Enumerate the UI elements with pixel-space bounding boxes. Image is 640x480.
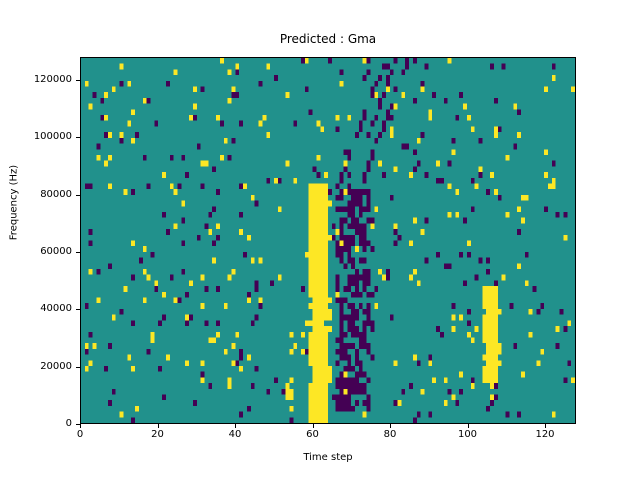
- y-tick-mark: [76, 137, 80, 139]
- y-tick-label: 40000: [40, 303, 72, 315]
- x-tick-mark: [312, 424, 314, 428]
- y-tick-mark: [76, 309, 80, 311]
- y-tick-label: 20000: [40, 360, 72, 372]
- y-tick-label: 100000: [33, 131, 72, 143]
- x-tick-label: 20: [151, 429, 164, 440]
- heatmap-axes[interactable]: [80, 57, 576, 424]
- x-tick-mark: [467, 424, 469, 428]
- x-tick-mark: [235, 424, 236, 428]
- heatmap-image[interactable]: [81, 58, 575, 423]
- x-tick-mark: [80, 424, 81, 428]
- x-tick-label: 40: [228, 429, 242, 440]
- y-tick-label: 120000: [33, 73, 72, 85]
- y-tick-label: 80000: [40, 188, 72, 200]
- x-tick-label: 120: [535, 429, 555, 440]
- x-tick-mark: [157, 424, 159, 428]
- x-tick-label: 0: [76, 429, 84, 440]
- x-tick-label: 60: [306, 429, 319, 440]
- y-tick-mark: [76, 251, 80, 253]
- y-tick-label: 60000: [40, 245, 72, 257]
- x-tick-mark: [390, 424, 391, 428]
- y-tick-mark: [76, 79, 80, 81]
- y-axis-label: Frequency (Hz): [8, 164, 20, 241]
- x-axis-label: Time step: [303, 452, 353, 463]
- y-tick-mark: [76, 194, 80, 196]
- y-tick-mark: [76, 366, 80, 368]
- x-tick-label: 80: [383, 429, 397, 440]
- chart-title: Predicted : Gma: [279, 32, 377, 46]
- x-tick-mark: [545, 424, 546, 428]
- x-tick-label: 100: [457, 429, 478, 440]
- y-tick-mark: [76, 424, 80, 425]
- y-tick-label: 0: [65, 418, 72, 429]
